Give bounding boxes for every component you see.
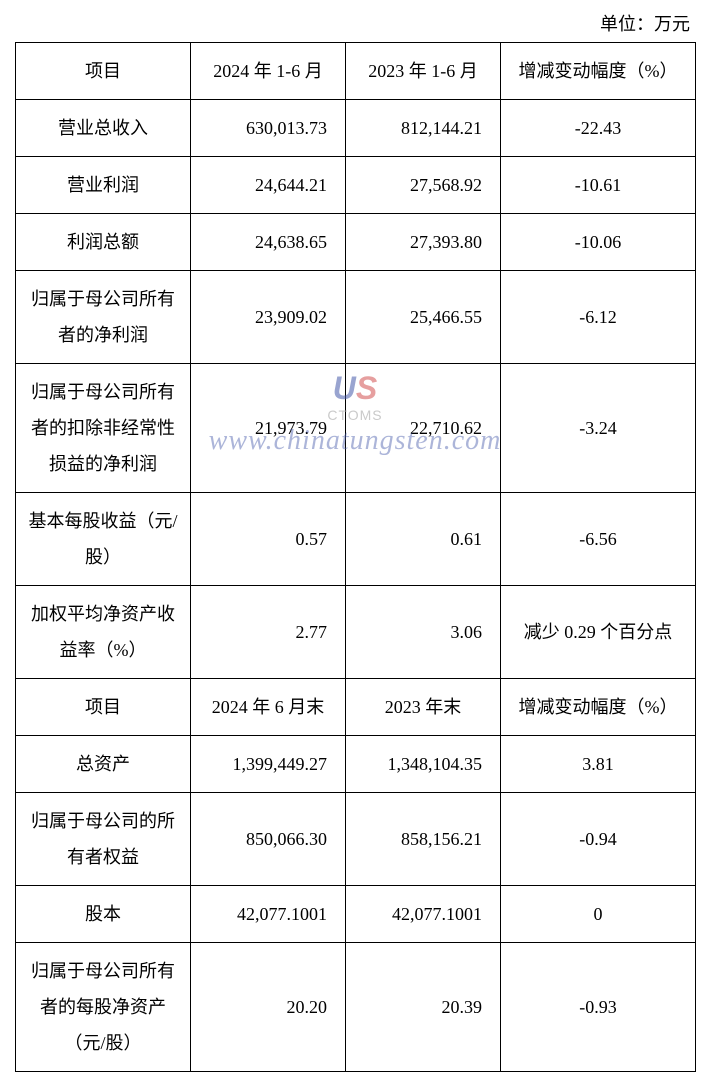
row-change: -10.06	[501, 214, 696, 271]
row-value-2024: 2.77	[191, 586, 346, 679]
row-change: -0.93	[501, 943, 696, 1072]
row-value-2024: 20.20	[191, 943, 346, 1072]
row-value-2023: 42,077.1001	[346, 886, 501, 943]
row-value-2024: 630,013.73	[191, 100, 346, 157]
table1-row: 营业总收入630,013.73812,144.21-22.43	[16, 100, 696, 157]
row-change: -0.94	[501, 793, 696, 886]
row-value-2023: 22,710.62	[346, 364, 501, 493]
row-value-2023: 858,156.21	[346, 793, 501, 886]
financial-table: 项目2024 年 1-6 月2023 年 1-6 月增减变动幅度（%）营业总收入…	[15, 42, 696, 1072]
row-label: 归属于母公司所有者的净利润	[16, 271, 191, 364]
table1-row: 利润总额24,638.6527,393.80-10.06	[16, 214, 696, 271]
row-value-2024: 1,399,449.27	[191, 736, 346, 793]
table2-row: 股本42,077.100142,077.10010	[16, 886, 696, 943]
table1-header-3: 增减变动幅度（%）	[501, 43, 696, 100]
table1-row: 营业利润24,644.2127,568.92-10.61	[16, 157, 696, 214]
row-value-2023: 812,144.21	[346, 100, 501, 157]
table2-header-1: 2024 年 6 月末	[191, 679, 346, 736]
row-value-2024: 0.57	[191, 493, 346, 586]
row-change: -6.12	[501, 271, 696, 364]
table1-row: 基本每股收益（元/股）0.570.61-6.56	[16, 493, 696, 586]
table1-row: 加权平均净资产收益率（%）2.773.06减少 0.29 个百分点	[16, 586, 696, 679]
row-label: 归属于母公司所有者的扣除非经常性损益的净利润	[16, 364, 191, 493]
row-value-2023: 27,568.92	[346, 157, 501, 214]
row-value-2023: 27,393.80	[346, 214, 501, 271]
table2-row: 归属于母公司所有者的每股净资产（元/股）20.2020.39-0.93	[16, 943, 696, 1072]
table2-header-3: 增减变动幅度（%）	[501, 679, 696, 736]
table1-header-row: 项目2024 年 1-6 月2023 年 1-6 月增减变动幅度（%）	[16, 43, 696, 100]
row-label: 利润总额	[16, 214, 191, 271]
table2-row: 归属于母公司的所有者权益850,066.30858,156.21-0.94	[16, 793, 696, 886]
unit-label: 单位：万元	[15, 10, 695, 36]
row-label: 加权平均净资产收益率（%）	[16, 586, 191, 679]
row-change: -22.43	[501, 100, 696, 157]
row-value-2024: 23,909.02	[191, 271, 346, 364]
table2-header-0: 项目	[16, 679, 191, 736]
row-label: 股本	[16, 886, 191, 943]
table1-header-0: 项目	[16, 43, 191, 100]
row-label: 基本每股收益（元/股）	[16, 493, 191, 586]
row-label: 营业利润	[16, 157, 191, 214]
row-value-2024: 42,077.1001	[191, 886, 346, 943]
table2-row: 总资产1,399,449.271,348,104.353.81	[16, 736, 696, 793]
row-change: 0	[501, 886, 696, 943]
row-value-2023: 0.61	[346, 493, 501, 586]
row-value-2024: 24,644.21	[191, 157, 346, 214]
table2-header-row: 项目2024 年 6 月末2023 年末增减变动幅度（%）	[16, 679, 696, 736]
row-value-2023: 1,348,104.35	[346, 736, 501, 793]
row-value-2024: 24,638.65	[191, 214, 346, 271]
row-label: 营业总收入	[16, 100, 191, 157]
row-change: 减少 0.29 个百分点	[501, 586, 696, 679]
table1-header-2: 2023 年 1-6 月	[346, 43, 501, 100]
row-value-2024: 21,973.79	[191, 364, 346, 493]
table1-row: 归属于母公司所有者的净利润23,909.0225,466.55-6.12	[16, 271, 696, 364]
row-label: 总资产	[16, 736, 191, 793]
row-value-2023: 25,466.55	[346, 271, 501, 364]
row-change: -6.56	[501, 493, 696, 586]
row-label: 归属于母公司所有者的每股净资产（元/股）	[16, 943, 191, 1072]
row-value-2023: 3.06	[346, 586, 501, 679]
row-change: -10.61	[501, 157, 696, 214]
row-change: -3.24	[501, 364, 696, 493]
row-label: 归属于母公司的所有者权益	[16, 793, 191, 886]
table1-header-1: 2024 年 1-6 月	[191, 43, 346, 100]
row-value-2023: 20.39	[346, 943, 501, 1072]
table1-row: 归属于母公司所有者的扣除非经常性损益的净利润21,973.7922,710.62…	[16, 364, 696, 493]
table2-header-2: 2023 年末	[346, 679, 501, 736]
row-change: 3.81	[501, 736, 696, 793]
row-value-2024: 850,066.30	[191, 793, 346, 886]
